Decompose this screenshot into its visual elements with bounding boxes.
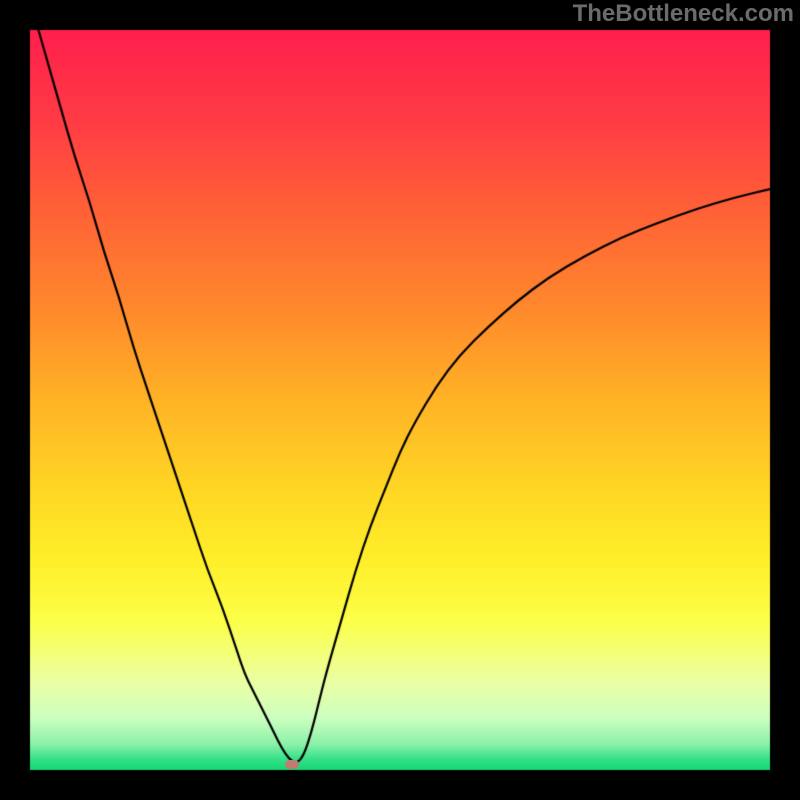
chart-container: TheBottleneck.com: [0, 0, 800, 800]
bottleneck-chart-canvas: [0, 0, 800, 800]
